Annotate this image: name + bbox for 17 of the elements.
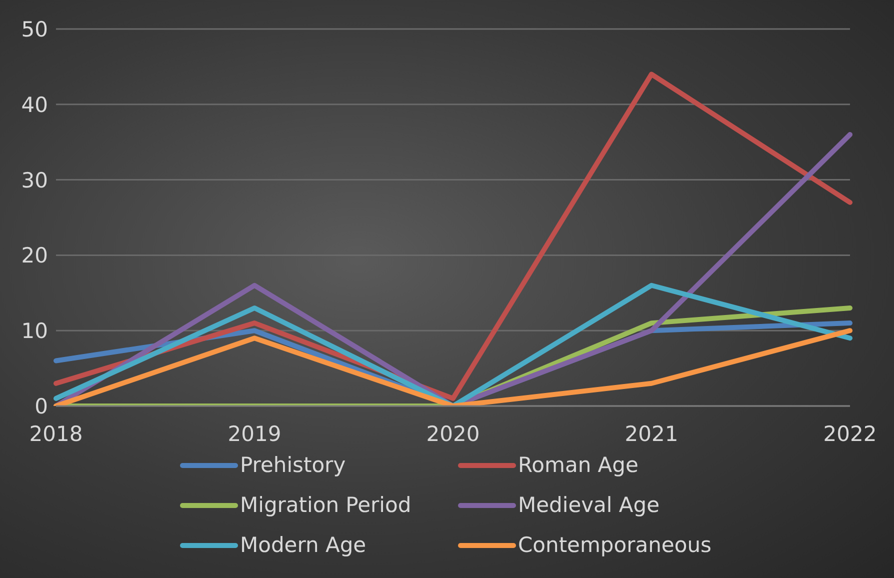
y-tick-label: 10 [21,319,48,344]
y-tick-label: 30 [21,168,48,192]
y-tick-label: 20 [21,244,48,268]
legend-label: Roman Age [518,453,638,477]
legend-label: Modern Age [240,533,366,557]
legend-label: Contemporaneous [518,533,712,557]
x-tick-label: 2018 [29,422,83,446]
x-tick-label: 2019 [228,422,282,446]
x-tick-label: 2021 [624,422,678,446]
legend-label: Prehistory [240,453,346,477]
legend-label: Medieval Age [518,493,660,517]
x-tick-label: 2022 [823,422,877,446]
x-tick-label: 2020 [426,422,480,446]
y-tick-label: 0 [34,394,48,418]
y-tick-label: 40 [21,92,48,117]
y-tick-label: 50 [21,17,48,42]
legend-label: Migration Period [240,493,412,517]
